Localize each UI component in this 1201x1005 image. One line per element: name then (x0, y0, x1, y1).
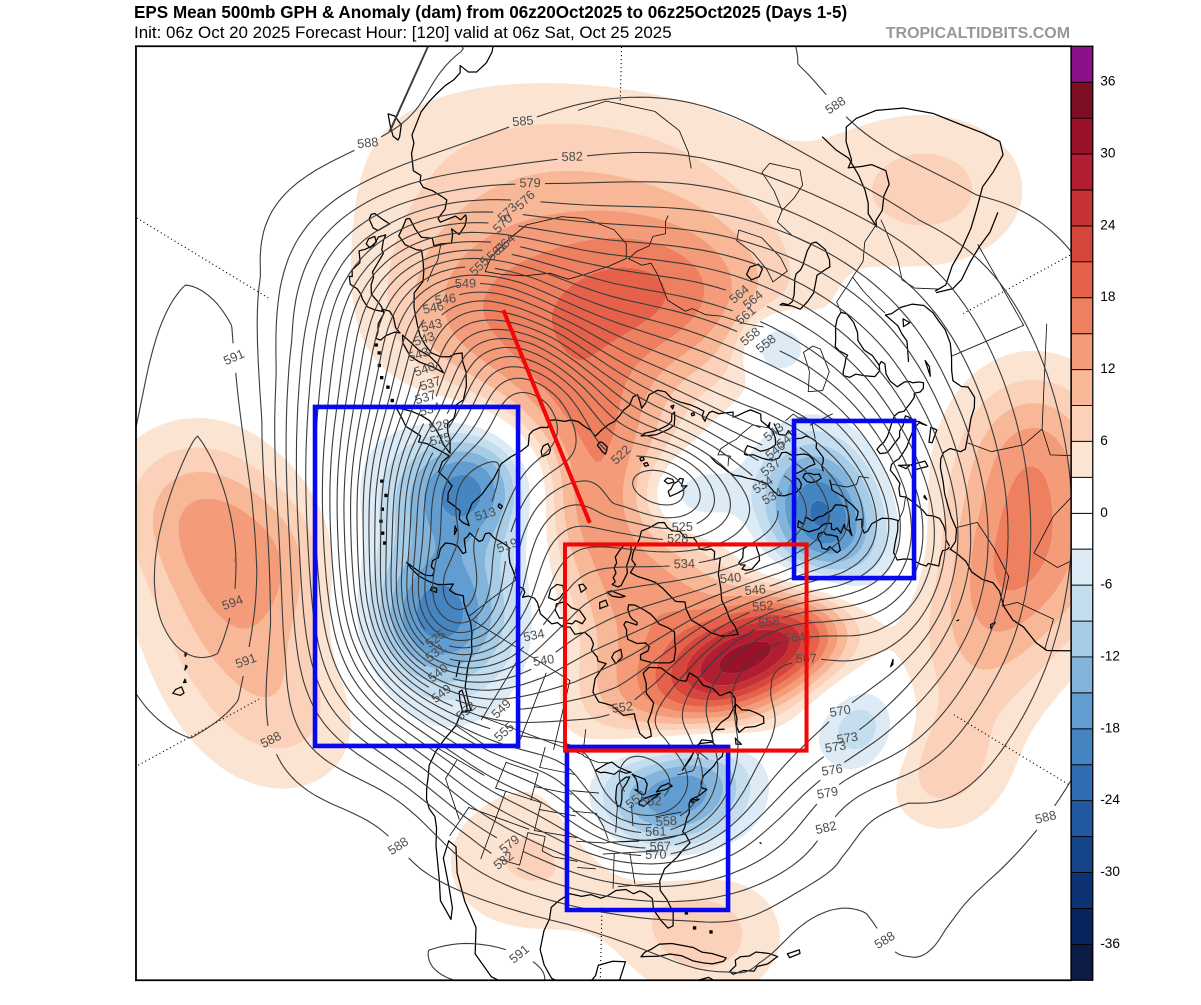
svg-text:6: 6 (1100, 433, 1108, 448)
svg-text:EPS Mean 500mb GPH & Anomaly (: EPS Mean 500mb GPH & Anomaly (dam) from … (134, 3, 847, 22)
svg-text:552: 552 (611, 698, 634, 716)
svg-text:588: 588 (1033, 807, 1057, 827)
svg-text:-24: -24 (1100, 792, 1120, 807)
svg-text:558: 558 (758, 613, 781, 630)
svg-text:-18: -18 (1100, 720, 1120, 735)
svg-text:18: 18 (1100, 289, 1115, 304)
svg-text:558: 558 (655, 813, 677, 830)
svg-text:36: 36 (1100, 74, 1115, 89)
svg-text:537: 537 (413, 387, 438, 408)
svg-text:525: 525 (428, 429, 452, 449)
svg-text:543: 543 (406, 344, 431, 365)
svg-text:540: 540 (719, 569, 742, 586)
svg-text:570: 570 (828, 701, 852, 719)
svg-text:528: 528 (667, 531, 689, 546)
svg-text:-12: -12 (1100, 649, 1120, 664)
svg-text:0: 0 (1100, 505, 1108, 520)
svg-text:528: 528 (427, 416, 451, 436)
svg-text:537: 537 (418, 373, 443, 394)
svg-text:540: 540 (412, 358, 437, 379)
svg-text:546: 546 (434, 290, 457, 307)
svg-text:-6: -6 (1100, 577, 1112, 592)
svg-text:TROPICALTIDBITS.COM: TROPICALTIDBITS.COM (886, 25, 1070, 42)
svg-text:561: 561 (645, 823, 667, 839)
svg-text:12: 12 (1100, 361, 1115, 376)
svg-text:24: 24 (1100, 217, 1116, 232)
svg-text:579: 579 (519, 175, 540, 190)
svg-text:585: 585 (512, 112, 535, 129)
svg-text:591: 591 (233, 650, 258, 671)
svg-text:540: 540 (532, 651, 555, 669)
svg-text:552: 552 (752, 597, 775, 614)
svg-text:552: 552 (640, 793, 662, 809)
svg-text:543: 543 (419, 315, 443, 335)
svg-text:567: 567 (649, 838, 671, 854)
svg-text:519: 519 (495, 535, 520, 556)
svg-text:543: 543 (412, 328, 437, 349)
svg-text:582: 582 (561, 149, 583, 165)
svg-text:534: 534 (522, 625, 546, 644)
svg-text:546: 546 (744, 581, 767, 598)
svg-text:513: 513 (473, 504, 498, 524)
svg-text:525: 525 (671, 519, 693, 535)
svg-text:570: 570 (645, 847, 667, 862)
svg-text:582: 582 (814, 818, 838, 838)
svg-text:549: 549 (455, 275, 477, 291)
svg-text:588: 588 (356, 134, 379, 151)
svg-text:546: 546 (421, 298, 445, 317)
svg-text:-36: -36 (1100, 936, 1120, 951)
svg-text:Init: 06z Oct 20 2025 Fore: Init: 06z Oct 20 2025 Forecast Hour: [12… (134, 23, 672, 42)
svg-text:30: 30 (1100, 146, 1116, 161)
svg-text:573: 573 (836, 729, 859, 747)
svg-text:573: 573 (824, 737, 847, 755)
svg-text:564: 564 (784, 629, 806, 645)
svg-text:576: 576 (820, 761, 843, 779)
svg-text:579: 579 (816, 783, 840, 802)
svg-text:534: 534 (673, 556, 695, 572)
svg-text:-30: -30 (1100, 864, 1120, 879)
svg-text:594: 594 (220, 592, 245, 613)
